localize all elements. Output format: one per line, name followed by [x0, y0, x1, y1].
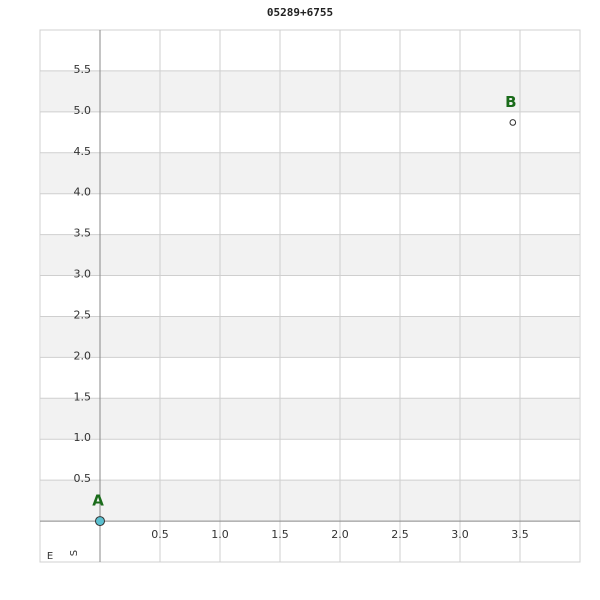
x-tick-label: 1.0	[211, 528, 229, 541]
y-tick-label: 1.0	[74, 431, 92, 444]
x-tick-label: 1.5	[271, 528, 289, 541]
y-tick-label: 5.5	[74, 63, 92, 76]
point-label: B	[505, 93, 516, 111]
y-tick-label: 0.5	[74, 472, 92, 485]
grid-band	[41, 480, 579, 522]
x-tick-label: 2.5	[391, 528, 409, 541]
point-label: A	[92, 492, 104, 510]
x-tick-label: 3.5	[511, 528, 529, 541]
point	[509, 119, 517, 126]
grid-band	[41, 152, 579, 194]
y-tick-label: 3.5	[74, 227, 92, 240]
y-tick-label: 2.0	[74, 349, 92, 362]
point	[95, 516, 105, 527]
x-tick-label: 0.5	[151, 528, 169, 541]
x-tick-label: 2.0	[331, 528, 349, 541]
plot-area	[39, 29, 581, 563]
grid-band	[41, 398, 579, 440]
chart-title: 05289+6755	[267, 6, 333, 19]
y-tick-label: 2.5	[74, 308, 92, 321]
y-tick-label: 3.0	[74, 268, 92, 281]
y-tick-label: 4.5	[74, 145, 92, 158]
y-tick-label: 1.5	[74, 390, 92, 403]
direction-label: E	[47, 551, 53, 562]
y-tick-label: 5.0	[74, 104, 92, 117]
grid-band	[41, 234, 579, 276]
x-tick-label: 3.0	[451, 528, 469, 541]
y-tick-label: 4.0	[74, 186, 92, 199]
direction-label: S	[69, 550, 80, 556]
grid-band	[41, 316, 579, 358]
grid-band	[41, 70, 579, 112]
